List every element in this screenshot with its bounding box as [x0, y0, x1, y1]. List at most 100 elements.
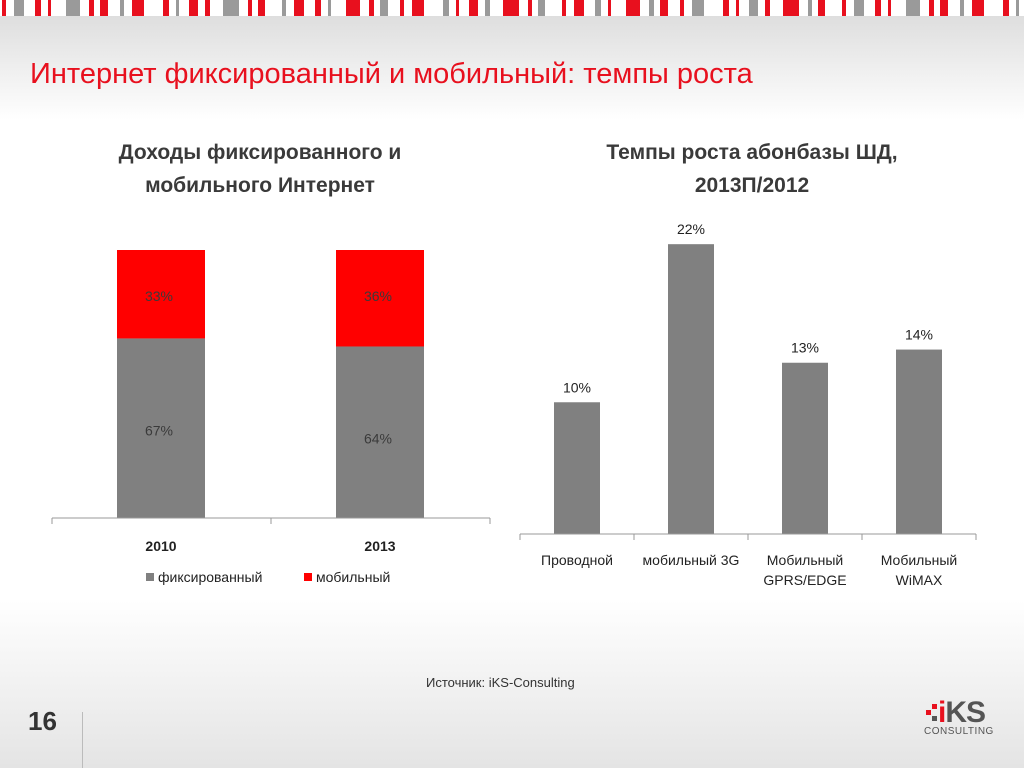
legend-label: фиксированный [158, 569, 262, 585]
stripe-segment [223, 0, 239, 16]
stripe-segment [940, 0, 948, 16]
logo-subtext: CONSULTING [924, 726, 994, 737]
stripe-segment [562, 0, 566, 16]
stripe-segment [120, 0, 124, 16]
stripe-segment [906, 0, 920, 16]
stripe-segment [972, 0, 984, 16]
stripe-segment [35, 0, 41, 16]
stripe-segment [503, 0, 519, 16]
bar-segment-fixed [336, 346, 424, 518]
stripe-segment [929, 0, 934, 16]
stripe-segment [528, 0, 532, 16]
stripe-segment [469, 0, 478, 16]
revenue-chart-title-line-2: мобильного Интернет [145, 174, 375, 197]
x-tick-label: Мобильный [767, 552, 844, 568]
x-tick-label: Мобильный [881, 552, 958, 568]
bar-segment-mobile [336, 250, 424, 347]
stripe-segment [854, 0, 864, 16]
stripe-segment [749, 0, 758, 16]
growth-chart-title: Темпы роста абонбазы ШД, 2013П/2012 [552, 136, 952, 202]
slide-title: Интернет фиксированный и мобильный: темп… [30, 58, 753, 90]
legend-swatch [146, 573, 154, 581]
footer-divider [82, 712, 83, 768]
stripe-segment [400, 0, 404, 16]
revenue-chart-title: Доходы фиксированного и мобильного Интер… [60, 136, 460, 202]
stripe-segment [443, 0, 449, 16]
stripe-segment [692, 0, 704, 16]
stripe-segment [888, 0, 891, 16]
growth-bar [782, 362, 828, 534]
stripe-segment [258, 0, 265, 16]
stripe-segment [842, 0, 846, 16]
bar-data-label: 22% [677, 221, 705, 237]
bar-data-label: 13% [791, 340, 819, 356]
stripe-segment [875, 0, 881, 16]
stripe-segment [248, 0, 252, 16]
growth-bar [896, 349, 942, 534]
stripe-segment [649, 0, 654, 16]
stripe-segment [163, 0, 169, 16]
stripe-segment [765, 0, 770, 16]
legend-swatch [304, 573, 312, 581]
logo-square-icon [926, 710, 931, 715]
stripe-segment [89, 0, 94, 16]
bar-data-label: 33% [145, 288, 173, 304]
x-tick-label: 2013 [364, 538, 395, 554]
revenue-chart-title-line-1: Доходы фиксированного и [118, 141, 402, 164]
iks-consulting-logo: iKS CONSULTING [918, 696, 998, 740]
stripe-segment [176, 0, 179, 16]
legend-label: мобильный [316, 569, 390, 585]
x-tick-label: 2010 [145, 538, 176, 554]
x-tick-label: Проводной [541, 552, 613, 568]
stripe-segment [315, 0, 321, 16]
bar-data-label: 67% [145, 422, 173, 438]
stripe-segment [346, 0, 360, 16]
x-tick-label: мобильный 3G [643, 552, 740, 568]
logo-letter-i: i [938, 696, 946, 729]
bar-data-label: 14% [905, 327, 933, 343]
top-decorative-stripe [0, 0, 1024, 16]
page-number: 16 [28, 706, 57, 736]
logo-square-icon [932, 704, 937, 709]
bar-segment-mobile [117, 250, 205, 339]
stripe-segment [456, 0, 459, 16]
growth-chart-title-line-1: Темпы роста абонбазы ШД, [606, 141, 898, 164]
stripe-segment [282, 0, 286, 16]
stripe-segment [100, 0, 108, 16]
stripe-segment [736, 0, 739, 16]
stripe-segment [2, 0, 6, 16]
stripe-segment [680, 0, 684, 16]
stripe-segment [808, 0, 812, 16]
stripe-segment [818, 0, 825, 16]
growth-chart-title-line-2: 2013П/2012 [694, 174, 810, 197]
stripe-segment [538, 0, 545, 16]
stripe-segment [574, 0, 584, 16]
stripe-segment [294, 0, 304, 16]
logo-square-icon [932, 716, 937, 721]
stripe-segment [189, 0, 198, 16]
stripe-segment [660, 0, 668, 16]
bar-data-label: 36% [364, 288, 392, 304]
stripe-segment [595, 0, 601, 16]
stripe-segment [14, 0, 24, 16]
growth-bar [668, 244, 714, 534]
x-tick-label: WiMAX [896, 572, 943, 588]
stripe-segment [1016, 0, 1019, 16]
stripe-segment [723, 0, 729, 16]
logo-wordmark: iKS [938, 696, 986, 729]
stripe-segment [380, 0, 388, 16]
x-tick-label: GPRS/EDGE [763, 572, 846, 588]
stripe-segment [485, 0, 490, 16]
source-note: Источник: iKS-Consulting [426, 675, 575, 690]
stripe-segment [205, 0, 210, 16]
stripe-segment [1003, 0, 1009, 16]
growth-bar [554, 402, 600, 534]
bar-data-label: 10% [563, 379, 591, 395]
stripe-segment [783, 0, 799, 16]
stripe-segment [328, 0, 331, 16]
stripe-segment [132, 0, 144, 16]
bar-data-label: 64% [364, 430, 392, 446]
stripe-segment [960, 0, 964, 16]
